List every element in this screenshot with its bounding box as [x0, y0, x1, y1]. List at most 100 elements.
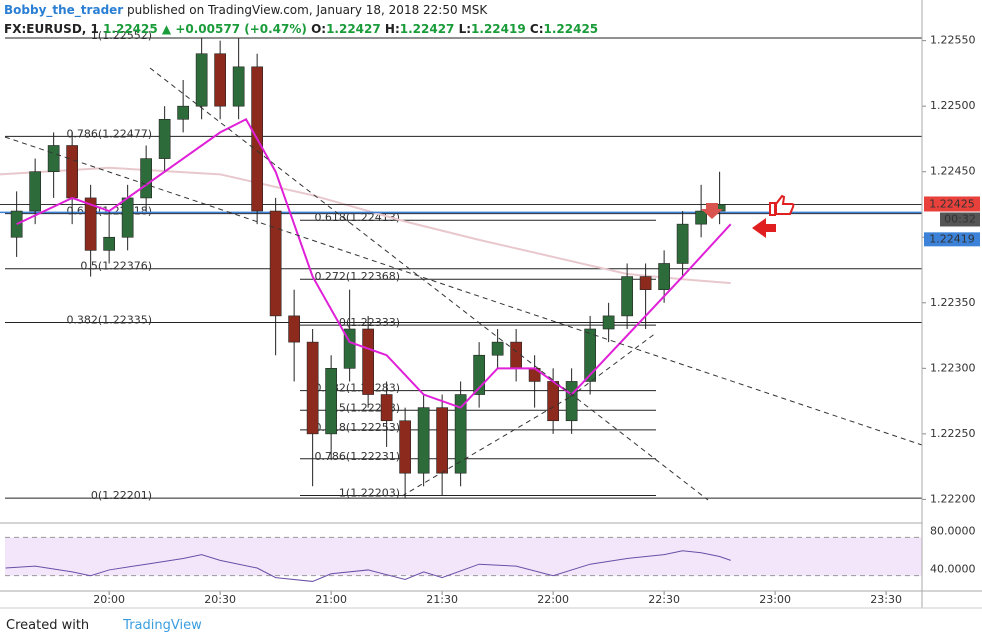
candle-body: [621, 276, 633, 317]
fib-label: 0.786(1.22231): [314, 450, 400, 463]
published: published on TradingView.com, January 18…: [127, 3, 488, 17]
x-tick-label: 22:30: [648, 593, 680, 606]
fast-ma: [16, 117, 732, 409]
x-tick-label: 21:00: [315, 593, 347, 606]
y-tick-label: 1.22550: [930, 34, 976, 47]
l-label: L:: [458, 22, 472, 36]
open: 1.22427: [326, 22, 381, 36]
thumbs-up-icon: [769, 194, 795, 216]
candle-body: [158, 118, 171, 159]
o-label: O:: [311, 22, 327, 36]
x-tick-label: 20:00: [93, 593, 125, 606]
candle-body: [417, 407, 430, 474]
candle-body: [399, 420, 411, 474]
candle-body: [140, 158, 152, 199]
plot: 1.222001.222501.223001.223501.224001.224…: [0, 29, 980, 606]
candle-body: [306, 341, 319, 435]
countdown-badge: [940, 212, 980, 227]
candle-body: [491, 341, 504, 356]
candle-body: [214, 53, 226, 107]
rsi-tick-label: 80.0000: [930, 524, 976, 537]
arrow: ▲: [161, 22, 172, 36]
change: +0.00577 (+0.47%): [175, 22, 307, 36]
fib-label: 0.786(1.22477): [66, 127, 152, 140]
rsi-tick-label: 40.0000: [930, 563, 976, 576]
y-tick-label: 1.22500: [930, 99, 976, 112]
candle-body: [10, 210, 23, 238]
symbol: FX:EURUSD, 1: [4, 22, 99, 36]
bid-price-badge: [924, 232, 980, 247]
candle-body: [510, 341, 522, 369]
candle-body: [473, 354, 485, 395]
fib-label: 0.5(1.22376): [80, 260, 152, 273]
candle-body: [343, 328, 356, 369]
trend-line: [401, 396, 571, 497]
trend-lines: [4, 67, 923, 501]
candle-body: [288, 315, 300, 343]
x-tick-label: 23:30: [870, 593, 902, 606]
y-tick-label: 1.22200: [930, 492, 976, 505]
last-price-badge: [924, 196, 980, 212]
last: 1.22425: [103, 22, 158, 36]
fib-label: 0.272(1.22368): [314, 270, 400, 283]
candle-body: [325, 368, 337, 435]
y-tick-label: 1.22300: [930, 361, 976, 374]
candle-body: [195, 53, 208, 107]
trend-line: [149, 67, 709, 501]
fib-label: 0.618(1.22413): [314, 211, 400, 224]
rsi-band: [5, 537, 922, 576]
candle-body: [380, 394, 393, 422]
candle-body: [602, 315, 615, 330]
candle-body: [47, 145, 60, 173]
y-tick-label: 1.22350: [930, 296, 976, 309]
rsi-line: [5, 550, 731, 582]
candle-body: [565, 381, 578, 422]
h-label: H:: [384, 22, 400, 36]
footer: Created with TradingView: [6, 618, 202, 633]
candle-body: [121, 197, 134, 238]
high: 1.22427: [399, 22, 455, 36]
candle-body: [29, 171, 41, 212]
created-with: Created with: [6, 618, 90, 633]
quote-line: FX:EURUSD, 1 1.22425 ▲ +0.00577 (+0.47%)…: [4, 22, 598, 36]
candle-body: [639, 276, 652, 290]
candle-body: [103, 236, 115, 251]
fib-label: 1(1.22203): [339, 486, 400, 499]
y-tick-label: 1.22450: [930, 165, 976, 178]
author[interactable]: Bobby_the_trader: [4, 3, 124, 17]
x-tick-label: 22:00: [537, 593, 569, 606]
fib-label: 1(1.22552): [91, 29, 152, 42]
candle-body: [232, 66, 245, 107]
y-tick-label: 1.22250: [930, 427, 976, 440]
low: 1.22419: [471, 22, 526, 36]
x-tick-label: 23:00: [759, 593, 791, 606]
candle-body: [658, 263, 670, 290]
candle-body: [362, 328, 374, 395]
candle-body: [177, 105, 189, 120]
publish-line: Bobby_the_trader published on TradingVie…: [4, 3, 487, 17]
c-label: C:: [529, 22, 544, 36]
candle-body: [269, 210, 282, 317]
x-tick-label: 21:30: [426, 593, 458, 606]
pointer-arrow-icon: [752, 218, 776, 238]
sell-arrow-icon: [701, 203, 723, 219]
candle-body: [84, 197, 97, 251]
candle-body: [66, 145, 78, 199]
bid-price-label: 1.22419: [929, 232, 975, 245]
brand[interactable]: TradingView: [123, 618, 202, 633]
last-price-label: 1.22425: [929, 197, 975, 210]
candle-body: [695, 210, 707, 225]
fib-label: 0(1.22333): [339, 316, 400, 329]
x-tick-label: 20:30: [204, 593, 236, 606]
candle-body: [436, 407, 448, 474]
fib-label: 0.382(1.22335): [66, 313, 152, 326]
candle-body: [454, 394, 467, 474]
candle-body: [584, 328, 596, 382]
candle-body: [676, 223, 689, 264]
countdown-label: 00:32: [944, 212, 976, 225]
fib-label: 0(1.22201): [91, 489, 152, 502]
close: 1.22425: [543, 22, 599, 36]
candle-body: [547, 381, 559, 422]
